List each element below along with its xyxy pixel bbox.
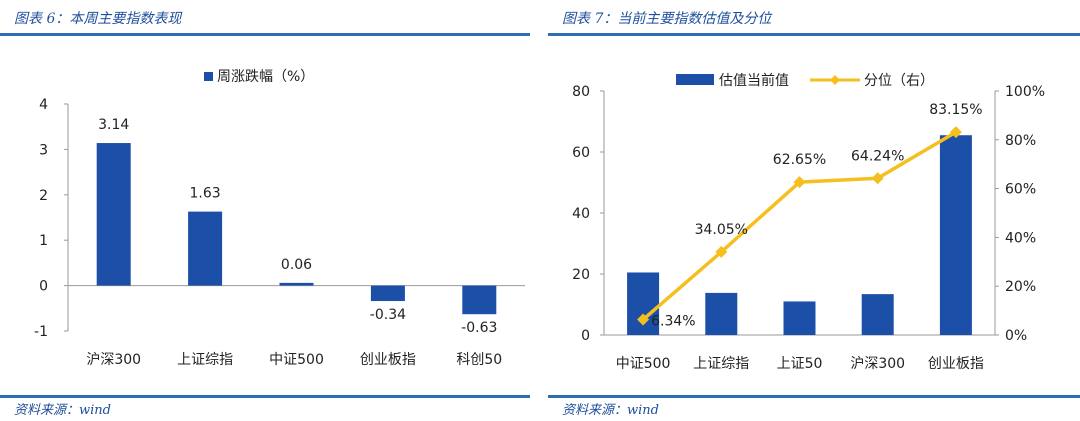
- data-label: 0.06: [281, 257, 312, 273]
- bar: [188, 211, 223, 286]
- bar: [370, 285, 405, 302]
- category-label: 创业板指: [360, 352, 416, 368]
- weekly-index-performance-panel: 图表 6：本周主要指数表现 周涨跌幅（%） -1 0 1 2 3 4 3.14 沪深300 1.6…: [0, 0, 530, 421]
- percentile-marker: [715, 245, 728, 258]
- bar: [861, 294, 894, 335]
- data-source: 资料来源：wind: [14, 403, 111, 418]
- y-tick-label: 1: [39, 233, 48, 249]
- right-tick-label: 60%: [1005, 182, 1036, 198]
- data-label: -0.34: [370, 307, 406, 323]
- category-label: 沪深300: [850, 356, 905, 372]
- category-label: 中证500: [269, 352, 324, 368]
- percentile-marker: [793, 176, 806, 189]
- right-tick-label: 100%: [1005, 84, 1045, 100]
- legend-label: 分位（右）: [864, 73, 934, 89]
- bar: [462, 285, 497, 315]
- right-tick-label: 40%: [1005, 230, 1036, 246]
- legend-label: 周涨跌幅（%）: [217, 69, 314, 85]
- valuation-percentile-panel: 图表 7：当前主要指数估值及分位 估值当前值 分位（右） 0 20 40 60 80 0% 20…: [548, 0, 1080, 421]
- footer-divider: [548, 395, 1080, 398]
- weekly-change-bar-chart: 周涨跌幅（%） -1 0 1 2 3 4 3.14 沪深300 1.63 上证综指 0.06 中证500…: [34, 69, 525, 368]
- category-label: 上证综指: [177, 352, 233, 368]
- y-tick-label: 4: [39, 97, 48, 113]
- legend-swatch: [204, 72, 213, 81]
- y-tick-label: 3: [39, 142, 48, 158]
- right-tick-label: 0%: [1005, 328, 1027, 344]
- category-label: 上证50: [777, 356, 823, 372]
- title-divider: [0, 33, 530, 36]
- percentile-label: 6.34%: [651, 314, 695, 330]
- bar: [96, 143, 131, 286]
- y-tick-label: 2: [39, 188, 48, 204]
- data-source: 资料来源：wind: [562, 403, 659, 418]
- legend-label: 估值当前值: [719, 72, 789, 89]
- bar: [279, 282, 314, 286]
- percentile-label: 64.24%: [851, 148, 904, 164]
- bar: [783, 301, 816, 335]
- category-label: 沪深300: [86, 352, 141, 368]
- data-label: -0.63: [461, 320, 497, 336]
- category-label: 科创50: [456, 352, 502, 368]
- left-tick-label: 60: [572, 145, 590, 161]
- left-tick-label: 0: [581, 328, 590, 344]
- title-divider: [548, 33, 1080, 36]
- category-label: 创业板指: [928, 356, 984, 372]
- legend-swatch-bar: [676, 74, 714, 85]
- percentile-marker: [637, 313, 650, 326]
- y-tick-label: -1: [34, 324, 48, 340]
- percentile-label: 62.65%: [773, 152, 826, 168]
- category-label: 上证综指: [693, 356, 749, 372]
- percentile-label: 83.15%: [929, 102, 982, 118]
- legend-swatch-marker: [830, 75, 840, 85]
- chart-title: 图表 6：本周主要指数表现: [14, 11, 182, 27]
- valuation-combo-chart: 估值当前值 分位（右） 0 20 40 60 80 0% 20% 40% 60% 80% 100% 中证5…: [572, 72, 1045, 372]
- data-label: 1.63: [190, 186, 221, 202]
- left-tick-label: 20: [572, 267, 590, 283]
- category-label: 中证500: [616, 356, 671, 372]
- data-label: 3.14: [98, 117, 129, 133]
- chart-title: 图表 7：当前主要指数估值及分位: [562, 11, 772, 27]
- right-tick-label: 20%: [1005, 279, 1036, 295]
- percentile-marker: [871, 172, 884, 185]
- bar: [939, 135, 972, 335]
- left-tick-label: 80: [572, 84, 590, 100]
- y-tick-label: 0: [39, 279, 48, 295]
- percentile-marker: [949, 126, 962, 139]
- left-tick-label: 40: [572, 206, 590, 222]
- percentile-label: 34.05%: [695, 222, 748, 238]
- footer-divider: [0, 395, 530, 398]
- right-tick-label: 80%: [1005, 133, 1036, 149]
- bar: [705, 292, 738, 335]
